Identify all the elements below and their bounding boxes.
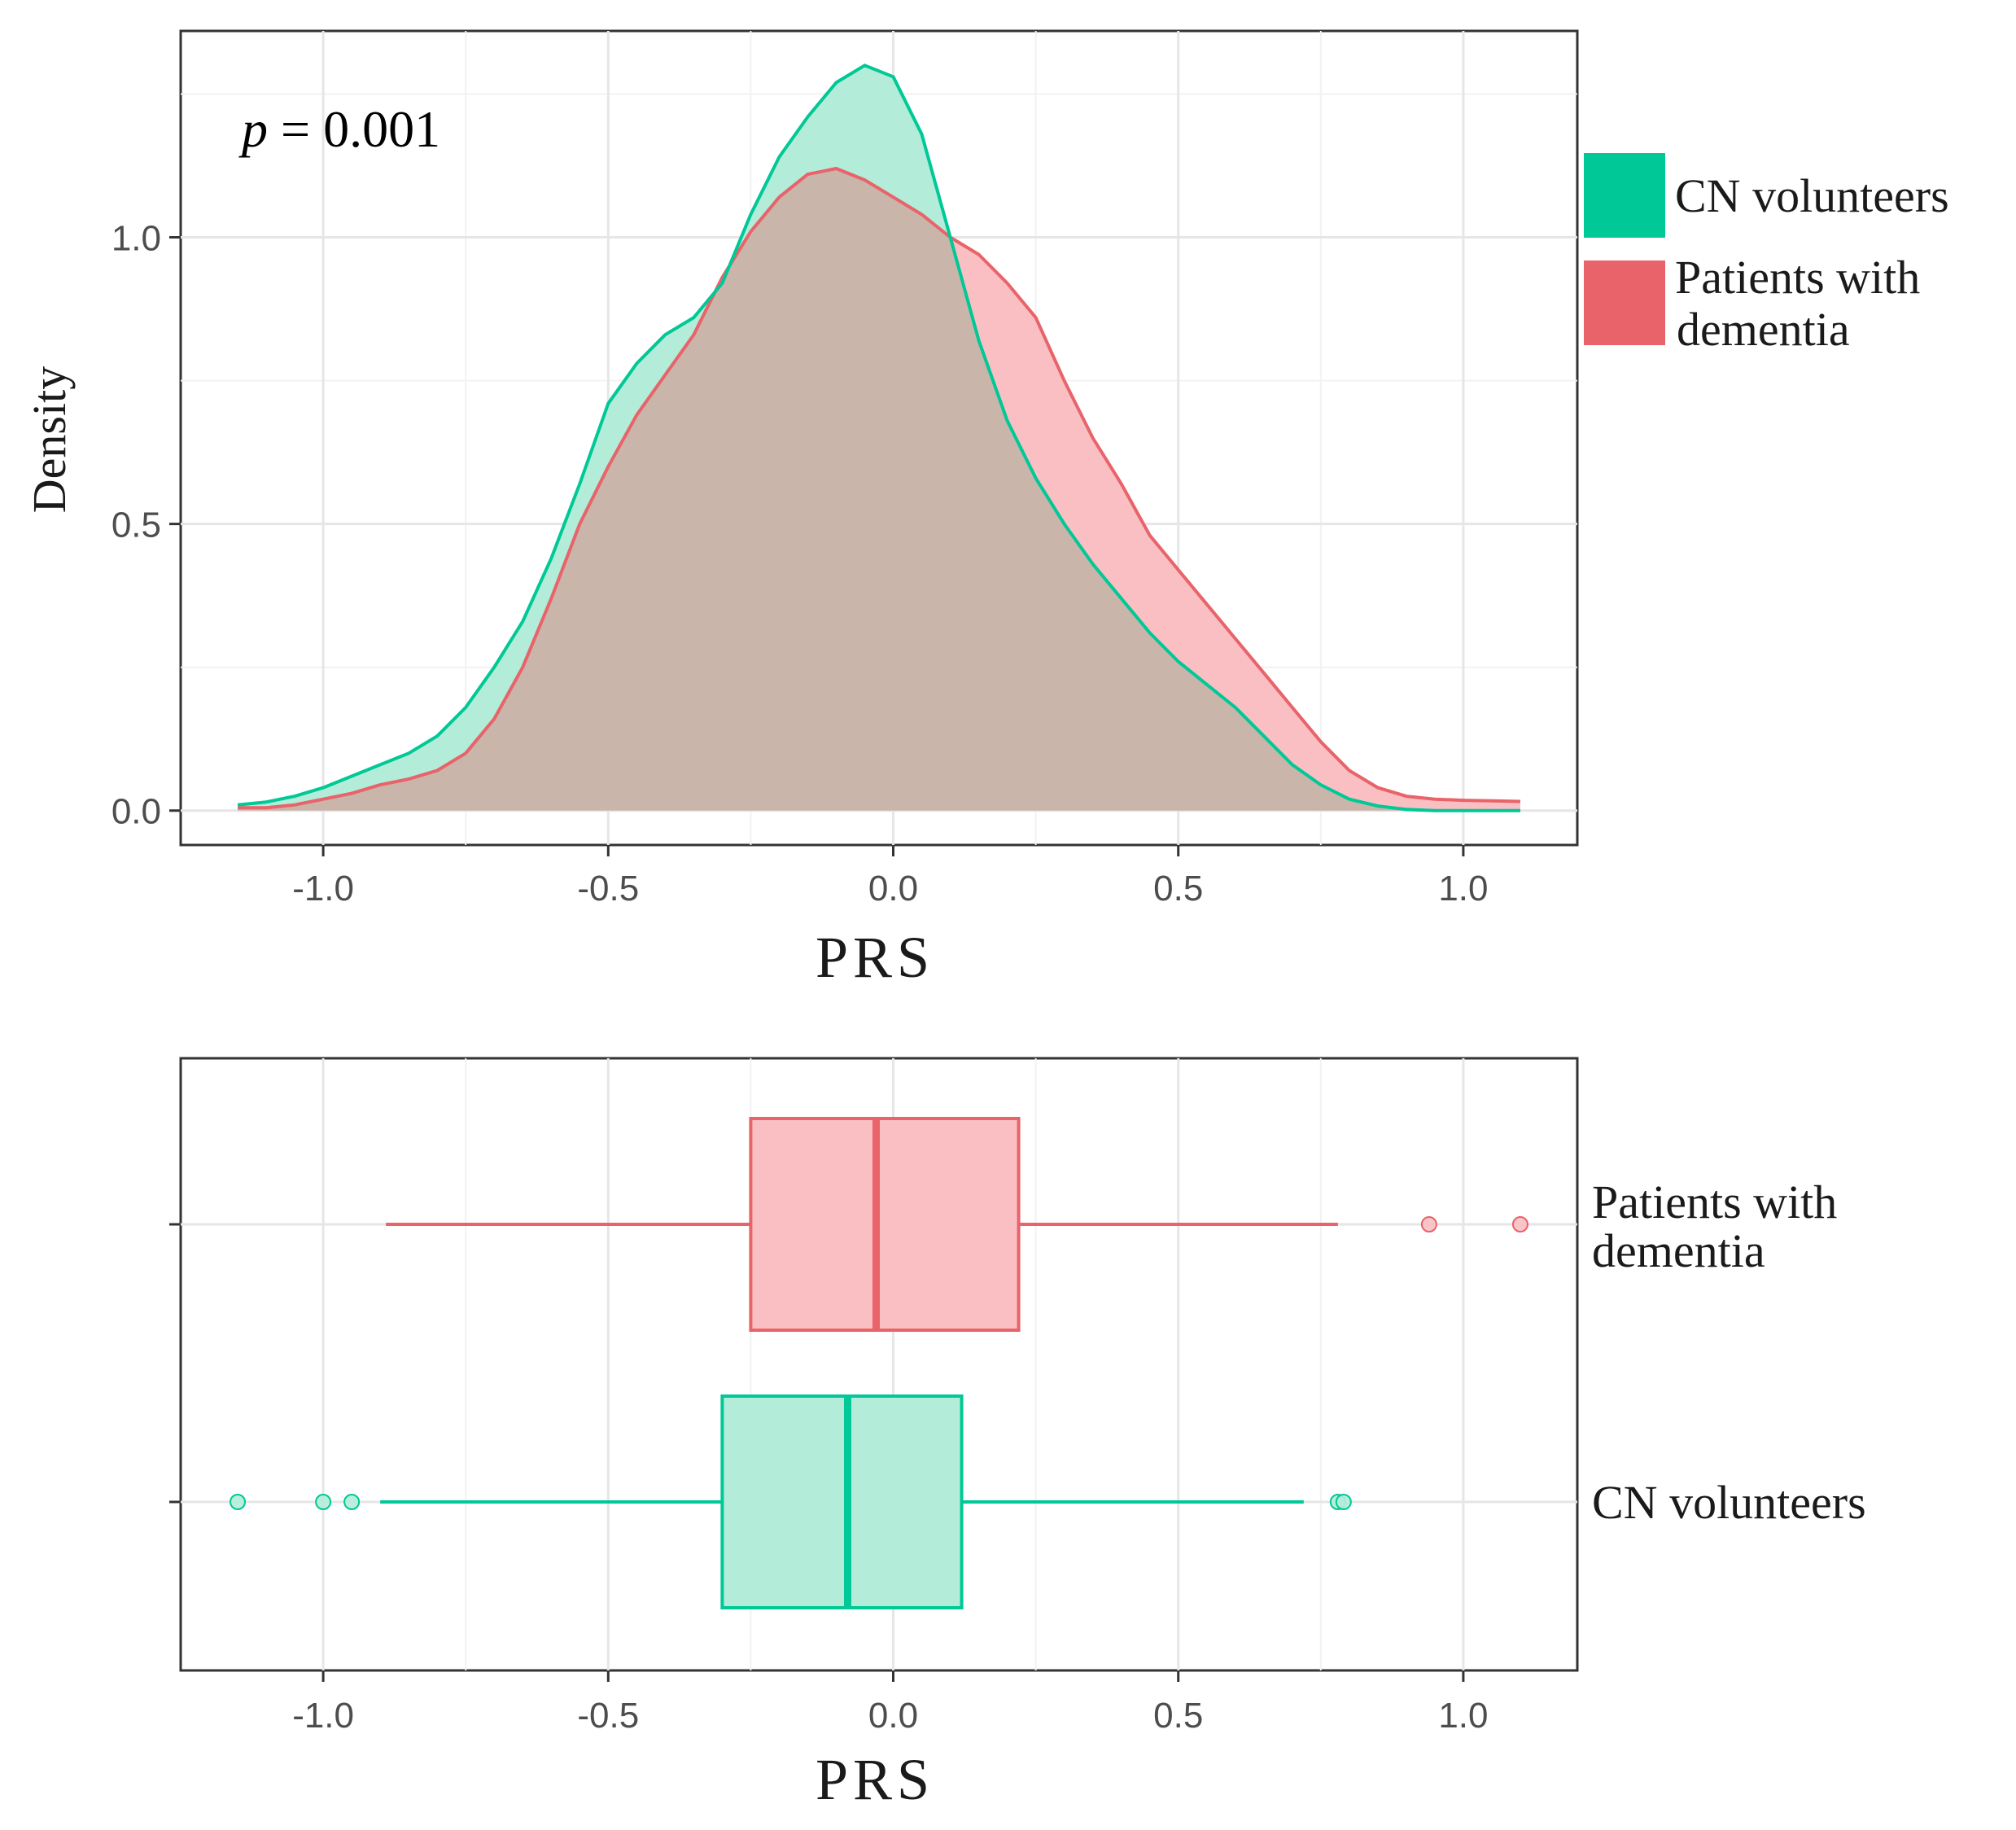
- legend-swatch-cn-volunteers: [1584, 153, 1665, 238]
- boxplot-x-tick-label: 1.0: [1438, 1696, 1488, 1736]
- density-x-tick-label: -0.5: [577, 869, 639, 908]
- density-x-ticks: -1.0 -0.5 0.0 0.5 1.0: [292, 845, 1489, 908]
- boxplot-category-labels: Patients with dementia CN volunteers: [169, 1175, 1866, 1529]
- density-overlap-area: [238, 169, 1520, 811]
- density-x-axis-title: PRS: [816, 925, 934, 990]
- density-y-tick-label: 1.0: [112, 219, 161, 259]
- boxplot-x-axis-title: PRS: [816, 1747, 934, 1812]
- density-x-tick-label: 0.5: [1153, 869, 1203, 908]
- density-y-tick-label: 0.5: [112, 506, 161, 545]
- boxplot-category-label-line: dementia: [1592, 1224, 1765, 1277]
- boxplot-x-tick-label: -0.5: [577, 1696, 639, 1736]
- patients-with-dementia-box: [749, 1117, 1021, 1332]
- density-y-ticks: 0.0 0.5 1.0: [112, 219, 181, 832]
- cn-volunteers-box: [720, 1394, 964, 1609]
- boxplot-x-tick-label: -1.0: [292, 1696, 354, 1736]
- density-lines: [237, 63, 1521, 812]
- p-value-text: = 0.001: [268, 100, 440, 158]
- density-y-tick-label: 0.0: [112, 792, 161, 832]
- legend-label-cn-volunteers: CN volunteers: [1675, 169, 1949, 222]
- p-value-symbol: p: [238, 100, 268, 158]
- density-x-tick-label: 0.0: [868, 869, 918, 908]
- legend-label-line: Patients with: [1675, 251, 1920, 304]
- boxplot-panel: -1.0 -0.5 0.0 0.5 1.0 Patients with dementia C…: [169, 1057, 1866, 1812]
- patients-with-dementia-density-line: [238, 167, 1521, 810]
- boxplot-category-label-cn-volunteers: CN volunteers: [1592, 1476, 1866, 1529]
- patients-with-dementia-outlier-point: [1511, 1216, 1528, 1232]
- boxplot-boxes: [230, 1117, 1528, 1609]
- legend-label-patients-with-dementia: Patients with dementia: [1675, 251, 1920, 356]
- legend-swatch-patients-with-dementia: [1584, 260, 1665, 345]
- boxplot-x-ticks: -1.0 -0.5 0.0 0.5 1.0: [292, 1670, 1489, 1736]
- legend-label-line: dementia: [1677, 303, 1850, 356]
- density-panel: -1.0 -0.5 0.0 0.5 1.0 0.0 0.5 1.0 p = 0.001 PR…: [23, 29, 1949, 990]
- patients-with-dementia-outlier-point: [1420, 1216, 1437, 1232]
- legend-label-line: CN volunteers: [1675, 169, 1949, 222]
- legend: CN volunteers Patients with dementia: [1584, 153, 1949, 356]
- density-y-axis-title: Density: [23, 366, 76, 513]
- boxplot-category-label-patients-with-dementia: Patients with dementia: [1592, 1175, 1837, 1277]
- boxplot-category-label-line: CN volunteers: [1592, 1476, 1866, 1529]
- cn-volunteers-outlier-point: [343, 1494, 361, 1510]
- cn-volunteers-density-line: [237, 63, 1520, 812]
- cn-volunteers-outlier-point: [1335, 1494, 1352, 1510]
- boxplot-category-label-line: Patients with: [1592, 1175, 1837, 1228]
- boxplot-x-tick-label: 0.0: [868, 1696, 918, 1736]
- p-value-annotation: p = 0.001: [238, 100, 440, 158]
- cn-volunteers-outlier-point: [315, 1494, 332, 1510]
- density-x-tick-label: -1.0: [292, 869, 354, 908]
- boxplot-x-tick-label: 0.5: [1153, 1696, 1203, 1736]
- density-x-tick-label: 1.0: [1438, 869, 1488, 908]
- density-areas: [238, 65, 1520, 811]
- cn-volunteers-outlier-point: [230, 1494, 247, 1510]
